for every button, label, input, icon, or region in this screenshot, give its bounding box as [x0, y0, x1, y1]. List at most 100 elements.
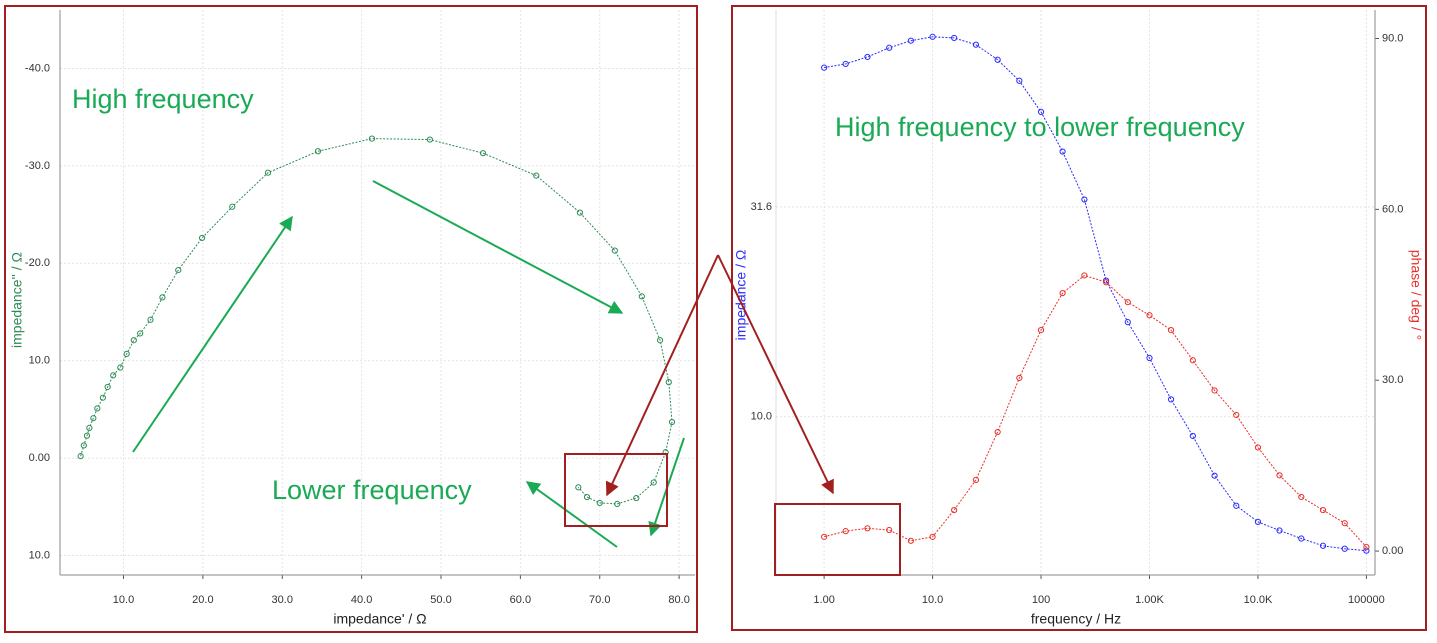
data-point	[1016, 374, 1023, 382]
data-point	[426, 136, 433, 143]
data-point	[1189, 357, 1196, 364]
data-point	[1298, 535, 1305, 542]
data-point	[90, 415, 97, 422]
data-point	[83, 432, 91, 439]
data-point	[117, 364, 124, 371]
data-point	[907, 37, 914, 44]
data-point	[929, 33, 936, 40]
x-tick-label: 50.0	[430, 594, 451, 606]
x-tick-label: 30.0	[272, 594, 293, 606]
data-point	[1124, 319, 1131, 326]
data-point	[1189, 432, 1196, 440]
data-point	[99, 394, 106, 401]
data-point	[80, 442, 87, 449]
y2-tick-label: 90.0	[1382, 32, 1403, 44]
data-point	[147, 316, 154, 323]
y2-tick-label: 0.00	[1382, 545, 1403, 557]
y2-axis-label: phase / deg / °	[1408, 250, 1424, 340]
data-point	[1167, 326, 1175, 334]
x-tick-label: 80.0	[668, 594, 689, 606]
data-point	[1037, 326, 1045, 334]
data-point	[638, 293, 645, 300]
y-tick-label: -20.0	[25, 257, 50, 269]
data-point	[1081, 272, 1088, 279]
data-point	[972, 41, 980, 48]
data-point	[77, 453, 84, 460]
data-point	[656, 337, 664, 344]
data-point	[533, 172, 540, 179]
data-point	[94, 405, 101, 412]
data-point	[104, 383, 111, 391]
data-point	[951, 34, 958, 42]
annotation: High frequency	[72, 84, 254, 114]
data-point	[1167, 396, 1175, 403]
data-point	[1254, 444, 1262, 451]
data-point	[1233, 502, 1240, 509]
y-tick-label: 10.0	[29, 355, 50, 367]
y2-tick-label: 30.0	[1382, 374, 1403, 386]
data-point	[864, 525, 871, 532]
data-point	[842, 528, 849, 535]
data-point	[929, 533, 936, 540]
x-tick-label: 100000	[1348, 594, 1385, 606]
data-point	[994, 56, 1001, 63]
data-point	[886, 44, 893, 51]
data-point	[314, 148, 322, 155]
x-tick-label: 70.0	[589, 594, 610, 606]
data-point	[1081, 196, 1088, 203]
y-axis-label: impedance / Ω	[733, 250, 749, 341]
data-point	[575, 484, 582, 491]
x-tick-label: 10.0	[922, 594, 943, 606]
data-point	[633, 494, 640, 502]
data-point	[596, 499, 603, 507]
data-point	[1016, 77, 1023, 84]
x-tick-label: 40.0	[351, 594, 372, 606]
data-point	[1124, 299, 1131, 306]
y-tick-label: 10.0	[751, 411, 772, 423]
data-point	[175, 266, 182, 274]
data-point	[198, 234, 206, 242]
data-point	[864, 53, 871, 61]
x-tick-label: 1.00	[813, 594, 834, 606]
data-point	[1059, 289, 1066, 297]
data-point	[1276, 472, 1283, 479]
data-point	[137, 330, 144, 337]
x-tick-label: 10.0	[113, 594, 134, 606]
x-tick-label: 20.0	[192, 594, 213, 606]
x-tick-label: 1.00K	[1135, 594, 1164, 606]
x-tick-label: 10.0K	[1244, 594, 1273, 606]
data-point	[665, 379, 672, 386]
data-point	[1211, 472, 1218, 479]
annotation: Lower frequency	[272, 475, 472, 505]
data-point	[886, 526, 893, 534]
data-point	[1233, 411, 1240, 419]
data-point	[583, 493, 591, 501]
arrow	[525, 481, 618, 548]
y-tick-label: 31.6	[751, 201, 772, 213]
data-point	[821, 64, 828, 71]
data-point	[1341, 520, 1348, 527]
x-axis-label: impedance' / Ω	[333, 611, 426, 627]
highlight-box	[774, 503, 901, 576]
data-point	[614, 500, 621, 507]
data-point	[1059, 148, 1066, 155]
data-point	[1276, 527, 1283, 534]
arrow	[132, 215, 293, 453]
series-line	[80, 138, 673, 505]
data-point	[1319, 542, 1327, 549]
data-point	[1341, 545, 1348, 552]
highlight-box	[564, 453, 668, 527]
x-axis-label: frequency / Hz	[1031, 611, 1121, 627]
data-point	[1254, 518, 1262, 525]
data-point	[842, 60, 849, 68]
annotation: High frequency to lower frequency	[835, 112, 1245, 142]
series-line	[824, 36, 1367, 552]
connector-arrow	[717, 254, 834, 495]
data-point	[972, 476, 980, 483]
data-point	[479, 150, 487, 157]
y2-tick-label: 60.0	[1382, 203, 1403, 215]
connector-arrow	[605, 254, 719, 497]
data-point	[229, 203, 236, 210]
series-line	[823, 274, 1367, 548]
data-point	[110, 372, 117, 379]
